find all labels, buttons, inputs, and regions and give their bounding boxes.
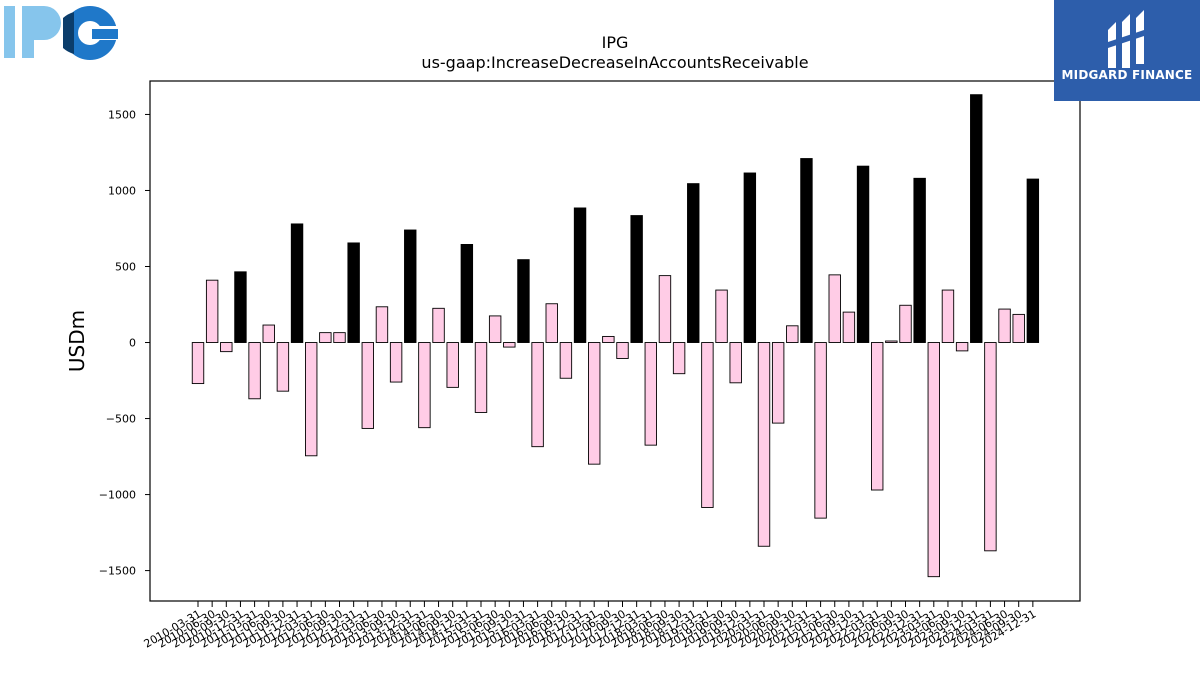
y-axis: −1500 −1000 −500 0 500 1000 1500: [99, 108, 150, 578]
bar-2015-03-31: [474, 342, 488, 413]
bar-2022-03-31: [871, 342, 884, 491]
bar-2019-09-30: [729, 342, 742, 384]
bar-2010-03-31: [191, 342, 205, 385]
bar-2017-09-30: [616, 342, 629, 359]
bar-2021-12-31: [856, 165, 870, 343]
bar-2023-12-31: [970, 94, 983, 343]
bar-2021-09-30: [842, 311, 856, 343]
plot-frame: [149, 80, 1081, 602]
bar-2016-03-31: [531, 342, 544, 448]
bar-2021-06-30: [828, 274, 841, 343]
bar-2017-12-31: [630, 215, 643, 343]
bar-2011-06-30: [262, 324, 275, 343]
bar-2015-09-30: [503, 342, 516, 348]
y-tick-label: −1500: [99, 565, 136, 578]
bar-2021-03-31: [814, 342, 827, 519]
y-tick-label: −1000: [99, 489, 136, 502]
bar-2011-09-30: [276, 342, 290, 392]
chart-title: IPG: [602, 33, 629, 52]
x-axis: 2010-03-312010-06-302010-09-302010-12-31…: [142, 601, 1038, 651]
y-tick-label: −500: [106, 413, 136, 426]
bar-2023-03-31: [927, 342, 940, 578]
bar-2015-12-31: [517, 259, 530, 343]
bar-2011-12-31: [290, 223, 304, 343]
bar-2014-03-31: [418, 342, 431, 429]
bar-2019-06-30: [715, 289, 728, 343]
chart-subtitle: us-gaap:IncreaseDecreaseInAccountsReceiv…: [421, 53, 808, 72]
bar-2018-12-31: [687, 183, 700, 343]
bar-2016-09-30: [559, 342, 573, 379]
bar-2023-09-30: [955, 342, 969, 352]
bar-2024-03-31: [984, 342, 997, 552]
bar-2013-12-31: [404, 229, 417, 343]
bar-2024-12-31: [1026, 178, 1040, 343]
ipg-logo: [4, 4, 124, 64]
bar-2024-06-30: [998, 308, 1011, 343]
bar-2020-03-31: [757, 342, 771, 547]
brand-name: MIDGARD FINANCE: [1061, 68, 1193, 82]
bar-2020-12-31: [800, 158, 813, 343]
y-tick-label: 500: [115, 260, 136, 273]
bar-2016-06-30: [545, 303, 558, 343]
bar-2017-06-30: [602, 335, 615, 343]
y-tick-label: 0: [129, 337, 136, 350]
midgard-finance-logo: MIDGARD FINANCE: [1054, 0, 1200, 101]
bar-2023-06-30: [941, 289, 955, 343]
bar-2012-12-31: [347, 242, 360, 343]
bar-2022-09-30: [899, 304, 912, 343]
bar-2022-12-31: [913, 177, 926, 343]
bar-2018-03-31: [644, 342, 657, 446]
bar-2018-09-30: [672, 342, 686, 375]
bar-2012-03-31: [305, 342, 318, 457]
bar-2010-06-30: [205, 279, 219, 343]
bar-2020-06-30: [771, 342, 785, 424]
bar-2015-06-30: [488, 315, 502, 343]
bar-2014-06-30: [432, 307, 445, 343]
bar-2014-09-30: [446, 342, 459, 388]
y-tick-label: 1500: [108, 108, 136, 121]
bar-2014-12-31: [460, 243, 474, 343]
bar-2010-09-30: [220, 342, 233, 353]
bar-2019-12-31: [743, 172, 757, 343]
bar-2024-09-30: [1012, 313, 1025, 343]
bar-2013-09-30: [389, 342, 403, 383]
y-axis-label: USDm: [65, 310, 89, 372]
bar-2010-12-31: [234, 271, 247, 343]
bar-2011-03-31: [248, 342, 261, 400]
bar-2018-06-30: [658, 275, 672, 343]
bar-2012-09-30: [333, 332, 346, 343]
bar-2016-12-31: [573, 207, 587, 343]
bar-2012-06-30: [319, 332, 332, 343]
ipg-logo-mark: [4, 6, 120, 60]
bar-group: [191, 94, 1040, 578]
y-tick-label: 1000: [108, 184, 136, 197]
bar-2013-03-31: [361, 342, 374, 429]
bar-2022-06-30: [885, 340, 898, 343]
midgard-mark-icon: [1108, 10, 1144, 68]
bar-2019-03-31: [701, 342, 714, 508]
bar-2017-03-31: [588, 342, 601, 465]
bar-2020-09-30: [786, 325, 799, 343]
bar-2013-06-30: [375, 306, 389, 343]
